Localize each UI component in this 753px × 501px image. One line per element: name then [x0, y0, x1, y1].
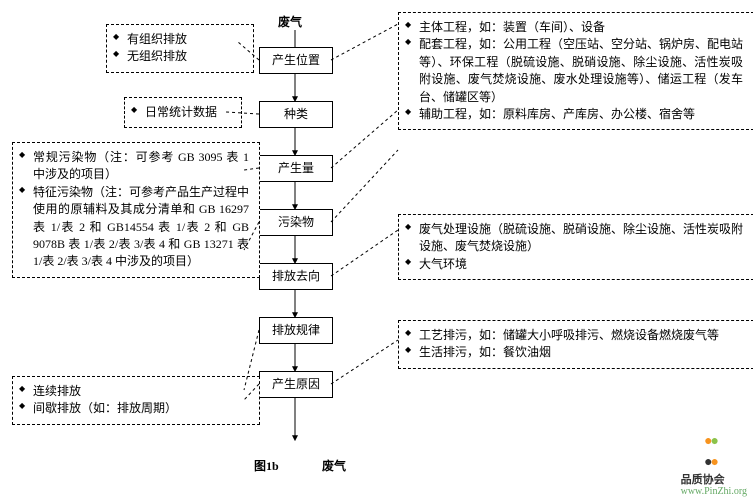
annotation-a_top_left: 有组织排放无组织排放	[106, 24, 254, 73]
annotation-a_pollutant: 常规污染物（注：可参考 GB 3095 表 1 中涉及的项目）特征污染物（注：可…	[12, 142, 260, 278]
node-n0: 产生位置	[259, 47, 333, 74]
node-n5: 排放规律	[259, 317, 333, 344]
annotation-item: 有组织排放	[113, 31, 243, 48]
diagram-root: { "title": "废气", "caption_left": "图1b", …	[0, 0, 753, 501]
annotation-a_right_big: 主体工程，如：装置（车间）、设备配套工程，如：公用工程（空压站、空分站、锅炉房、…	[398, 12, 753, 130]
logo-text: 品质协会	[681, 474, 725, 486]
diagram-title: 废气	[278, 14, 302, 31]
annotation-item: 辅助工程，如：原料库房、产库房、办公楼、宿舍等	[405, 106, 743, 123]
annotation-a_emit_pattern: 连续排放间歇排放（如：排放周期）	[12, 376, 260, 425]
figure-number: 图1b	[254, 458, 279, 475]
node-n3: 污染物	[259, 209, 333, 236]
annotation-a_stat: 日常统计数据	[124, 97, 242, 128]
annotation-item: 配套工程，如：公用工程（空压站、空分站、锅炉房、配电站等）、环保工程（脱硫设施、…	[405, 36, 743, 106]
annotation-item: 连续排放	[19, 383, 249, 400]
annotation-item: 生活排污，如：餐饮油烟	[405, 344, 743, 361]
annotation-a_right_dest: 废气处理设施（脱硫设施、脱硝设施、除尘设施、活性炭吸附设施、废气焚烧设施）大气环…	[398, 214, 753, 280]
figure-caption: 废气	[322, 458, 346, 475]
logo-dots-icon: ●● ●●	[704, 432, 717, 473]
site-logo: 品质协会 www.PinZhi.org	[681, 474, 747, 497]
node-n4: 排放去向	[259, 263, 333, 290]
annotation-item: 无组织排放	[113, 48, 243, 65]
annotation-item: 主体工程，如：装置（车间）、设备	[405, 19, 743, 36]
annotation-item: 工艺排污，如：储罐大小呼吸排污、燃烧设备燃烧废气等	[405, 327, 743, 344]
node-n1: 种类	[259, 101, 333, 128]
annotation-item: 特征污染物（注：可参考产品生产过程中使用的原辅料及其成分清单和 GB 16297…	[19, 184, 249, 271]
annotation-item: 常规污染物（注：可参考 GB 3095 表 1 中涉及的项目）	[19, 149, 249, 184]
node-n6: 产生原因	[259, 371, 333, 398]
annotation-item: 大气环境	[405, 256, 743, 273]
node-n2: 产生量	[259, 155, 333, 182]
logo-url: www.PinZhi.org	[681, 486, 747, 497]
annotation-item: 间歇排放（如：排放周期）	[19, 400, 249, 417]
annotation-item: 日常统计数据	[131, 104, 231, 121]
annotation-item: 废气处理设施（脱硫设施、脱硝设施、除尘设施、活性炭吸附设施、废气焚烧设施）	[405, 221, 743, 256]
annotation-a_right_cause: 工艺排污，如：储罐大小呼吸排污、燃烧设备燃烧废气等生活排污，如：餐饮油烟	[398, 320, 753, 369]
